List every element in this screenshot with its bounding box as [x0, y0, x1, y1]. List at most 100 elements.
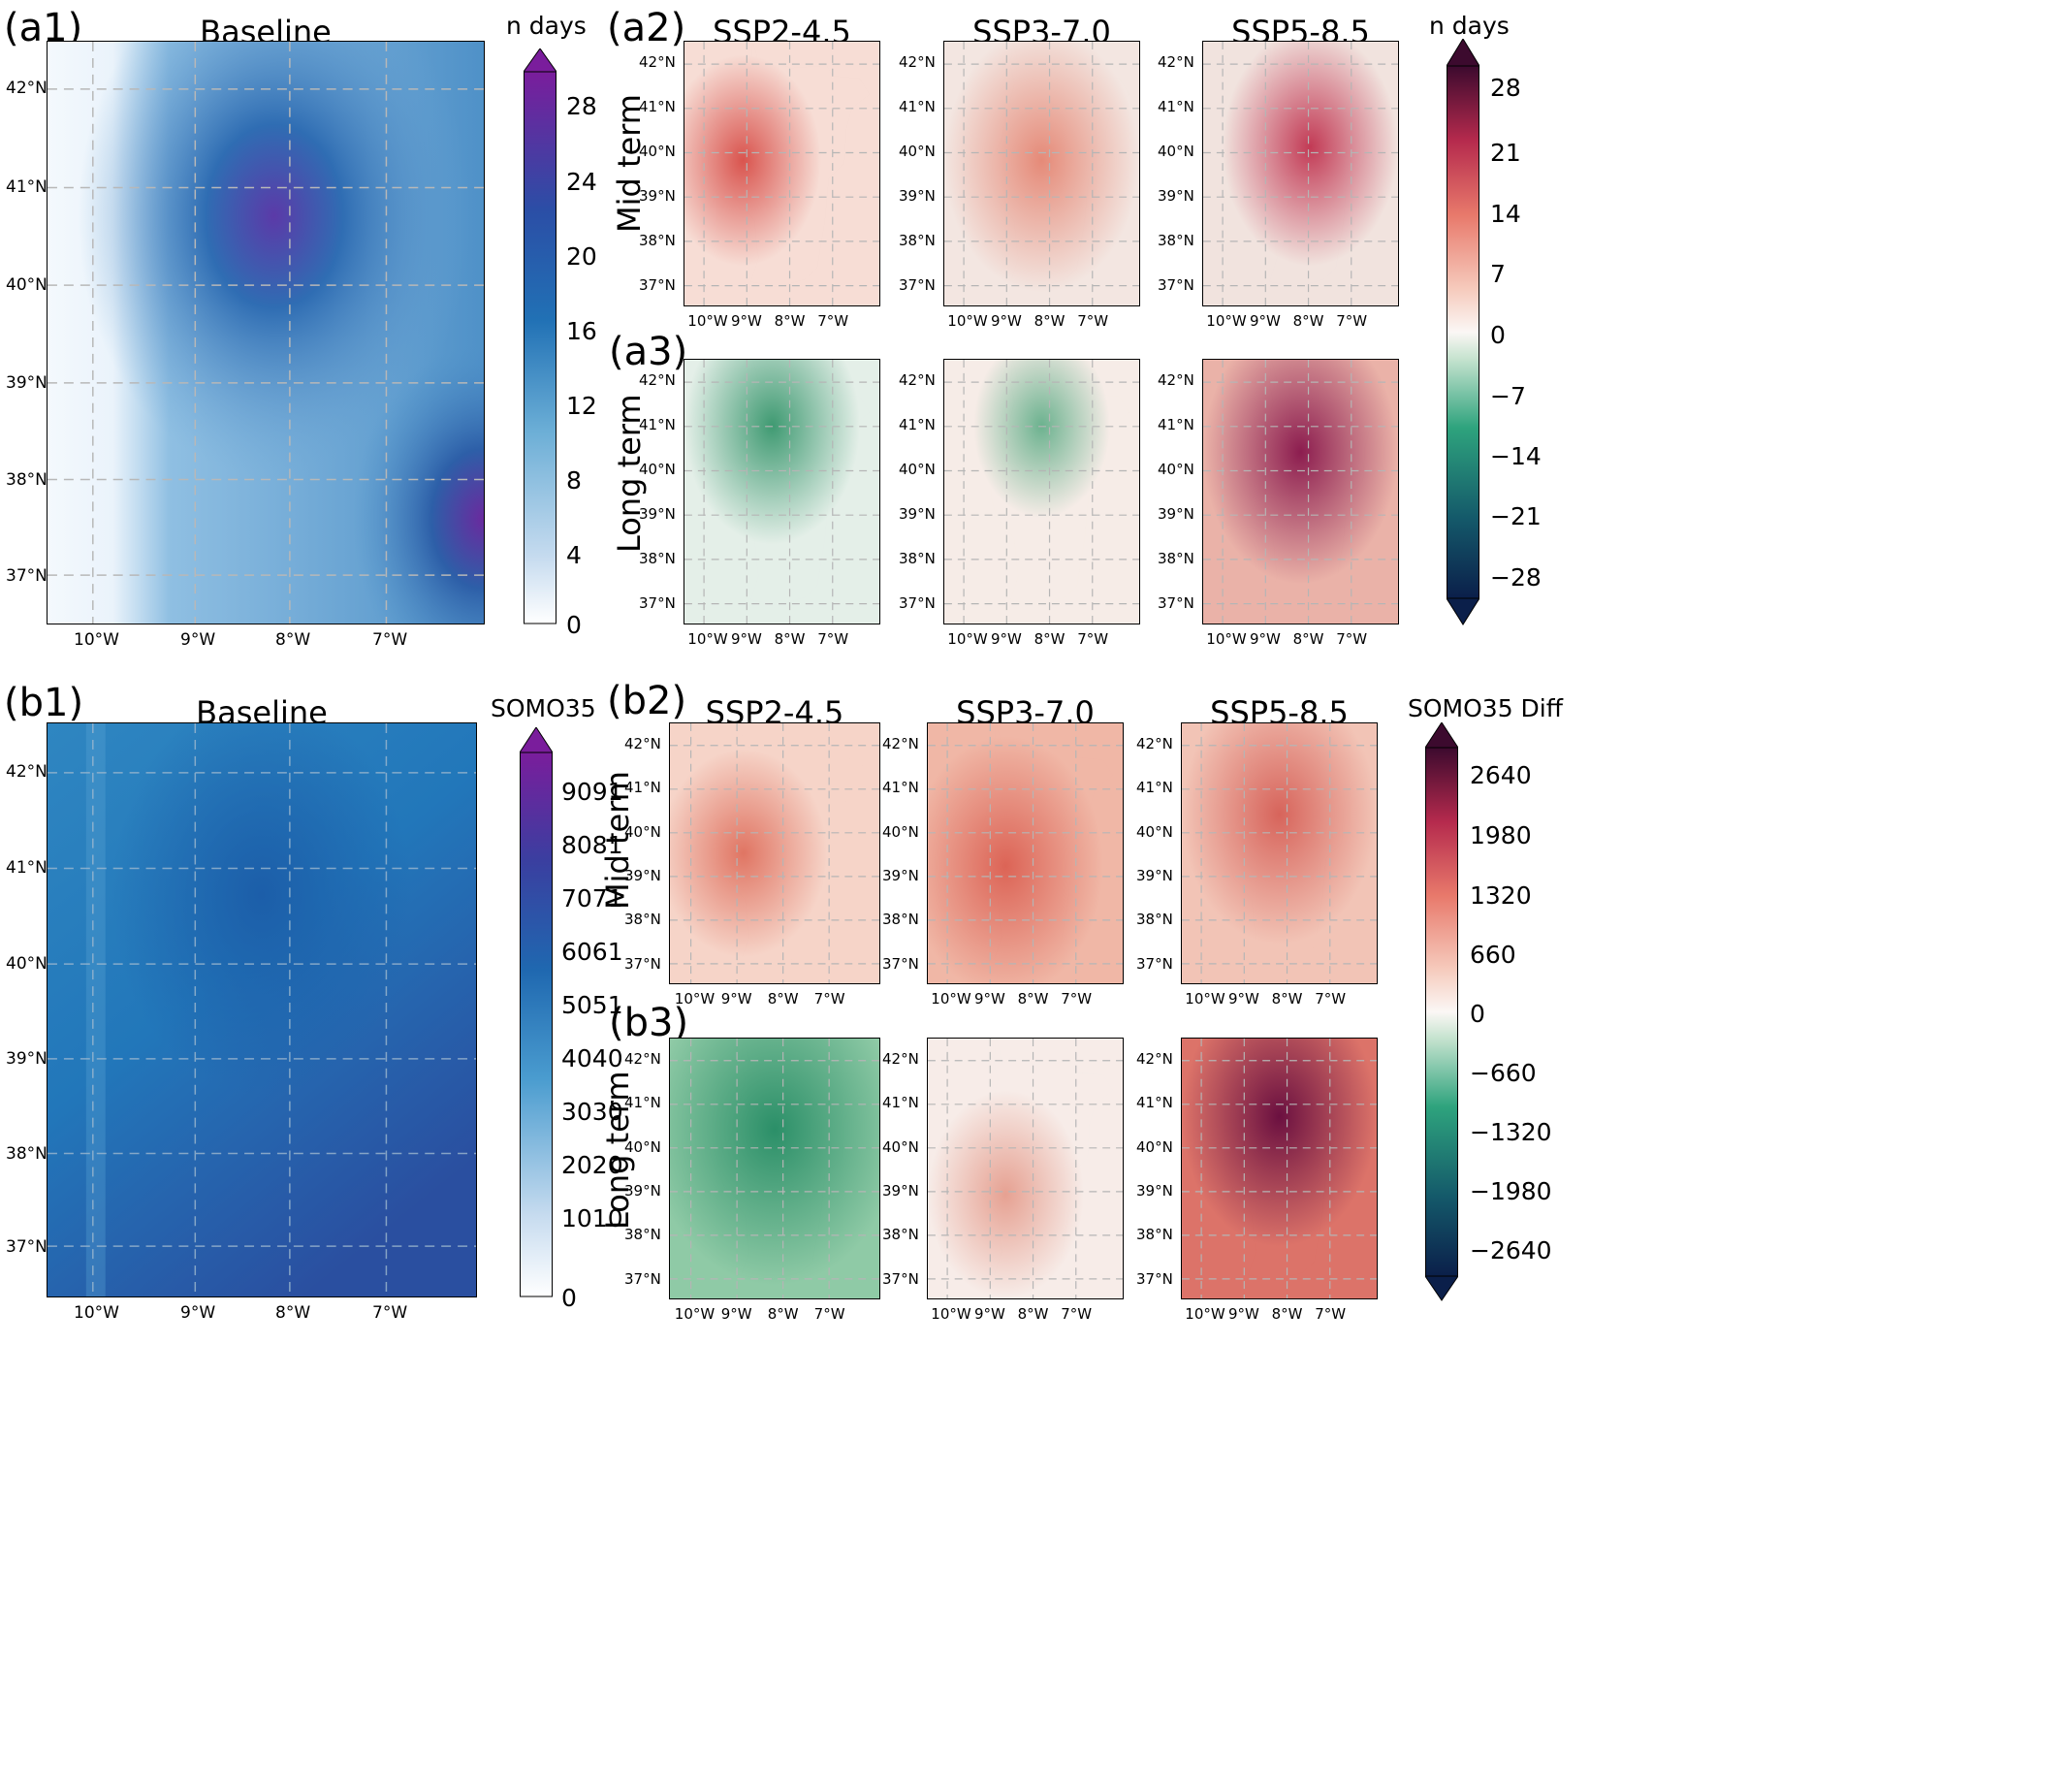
lat-tick: 37°N — [1136, 954, 1173, 973]
colorbar-tick: 5051 — [561, 991, 623, 1019]
lon-tick: 10°W — [931, 990, 971, 1008]
lat-tick: 42°N — [1158, 371, 1194, 390]
lon-tick: 7°W — [1336, 630, 1368, 648]
lat-tick: 38°N — [639, 550, 676, 568]
lat-tick: 37°N — [6, 566, 48, 586]
lat-tick: 42°N — [1136, 1049, 1173, 1068]
lon-tick: 9°W — [730, 630, 762, 648]
scenario-map — [684, 41, 880, 306]
colorbar-unit-somo35-diff: SOMO35 Diff — [1408, 694, 1563, 722]
lat-tick: 40°N — [639, 461, 676, 479]
colorbar-tick: 660 — [1470, 941, 1516, 969]
lon-tick: 7°W — [1315, 990, 1347, 1008]
lon-tick: 9°W — [1227, 1305, 1259, 1323]
lat-tick: 37°N — [1136, 1269, 1173, 1288]
lat-tick: 40°N — [624, 822, 661, 841]
lon-tick: 10°W — [1185, 990, 1225, 1008]
lon-tick: 9°W — [973, 990, 1005, 1008]
colorbar-tick: 0 — [561, 1284, 577, 1312]
lat-tick: 39°N — [1158, 505, 1194, 524]
colorbar-tick: −660 — [1470, 1059, 1537, 1087]
diff-days-colorbar — [1447, 39, 1479, 625]
lat-tick: 39°N — [882, 1182, 919, 1200]
lat-tick: 41°N — [1158, 416, 1194, 434]
lat-tick: 41°N — [639, 416, 676, 434]
lat-tick: 41°N — [1136, 1094, 1173, 1112]
lon-tick: 9°W — [730, 312, 762, 330]
lat-tick: 39°N — [6, 1049, 48, 1069]
lon-tick: 10°W — [74, 1303, 119, 1323]
colorbar-unit-somo35: SOMO35 — [491, 694, 596, 722]
colorbar-tick: 1010 — [561, 1204, 623, 1232]
lon-tick: 7°W — [817, 312, 849, 330]
baseline-days-colorbar — [524, 48, 556, 624]
lat-tick: 38°N — [899, 550, 936, 568]
lon-tick: 10°W — [74, 630, 119, 650]
lat-tick: 41°N — [882, 1094, 919, 1112]
colorbar-tick: 14 — [1490, 200, 1521, 228]
lon-tick: 8°W — [1017, 990, 1049, 1008]
diff-somo35-colorbar — [1425, 722, 1458, 1301]
colorbar-tick: 2020 — [561, 1151, 623, 1179]
lon-tick: 7°W — [1315, 1305, 1347, 1323]
lat-tick: 40°N — [6, 275, 48, 295]
colorbar-tick: 8 — [566, 466, 582, 495]
lat-tick: 42°N — [899, 371, 936, 390]
lon-tick: 8°W — [1017, 1305, 1049, 1323]
colorbar-tick: −21 — [1490, 502, 1542, 530]
lat-tick: 42°N — [882, 1049, 919, 1068]
colorbar-tick: −14 — [1490, 442, 1542, 470]
lon-tick: 10°W — [1185, 1305, 1225, 1323]
lon-tick: 9°W — [180, 630, 216, 650]
colorbar-tick: 12 — [566, 392, 597, 420]
lon-tick: 8°W — [1271, 990, 1303, 1008]
lon-tick: 8°W — [275, 1303, 311, 1323]
lat-tick: 39°N — [1136, 1182, 1173, 1200]
colorbar-tick: −1980 — [1470, 1177, 1552, 1205]
colorbar-tick: −7 — [1490, 382, 1526, 410]
lat-tick: 38°N — [639, 232, 676, 250]
scenario-map — [1181, 722, 1378, 984]
colorbar-tick: −1320 — [1470, 1118, 1552, 1146]
lat-tick: 39°N — [639, 505, 676, 524]
lon-tick: 8°W — [275, 630, 311, 650]
lat-tick: 39°N — [1158, 187, 1194, 206]
lat-tick: 37°N — [6, 1237, 48, 1257]
colorbar-tick: 0 — [566, 611, 582, 639]
baseline-somo35-map — [47, 722, 477, 1297]
lon-tick: 9°W — [1249, 312, 1281, 330]
scenario-map — [927, 722, 1124, 984]
lon-tick: 8°W — [767, 1305, 799, 1323]
lat-tick: 39°N — [882, 867, 919, 885]
lon-tick: 10°W — [947, 312, 988, 330]
lat-tick: 42°N — [639, 53, 676, 72]
lat-tick: 40°N — [899, 461, 936, 479]
lon-tick: 7°W — [817, 630, 849, 648]
scenario-map — [669, 1038, 880, 1299]
colorbar-tick: 1980 — [1470, 821, 1532, 849]
lat-tick: 42°N — [1158, 53, 1194, 72]
lat-tick: 40°N — [1158, 143, 1194, 161]
panel-label-a3: (a3) — [609, 330, 688, 374]
lat-tick: 42°N — [6, 79, 48, 98]
colorbar-tick: 4 — [566, 541, 582, 569]
colorbar-tick: 7 — [1490, 260, 1506, 288]
lat-tick: 41°N — [1158, 98, 1194, 116]
lon-tick: 7°W — [372, 630, 408, 650]
lon-tick: 10°W — [1206, 630, 1247, 648]
lon-tick: 10°W — [674, 1305, 716, 1323]
lat-tick: 38°N — [624, 911, 661, 929]
lat-tick: 40°N — [1136, 822, 1173, 841]
lon-tick: 9°W — [720, 1305, 752, 1323]
colorbar-tick: 28 — [1490, 74, 1521, 102]
lon-tick: 10°W — [1206, 312, 1247, 330]
lat-tick: 38°N — [6, 1144, 48, 1164]
lat-tick: 42°N — [899, 53, 936, 72]
lon-tick: 7°W — [1061, 1305, 1093, 1323]
lat-tick: 37°N — [624, 1269, 661, 1288]
lat-tick: 41°N — [6, 858, 48, 878]
lat-tick: 39°N — [624, 1182, 661, 1200]
lat-tick: 38°N — [1158, 232, 1194, 250]
lat-tick: 40°N — [899, 143, 936, 161]
lat-tick: 41°N — [899, 416, 936, 434]
